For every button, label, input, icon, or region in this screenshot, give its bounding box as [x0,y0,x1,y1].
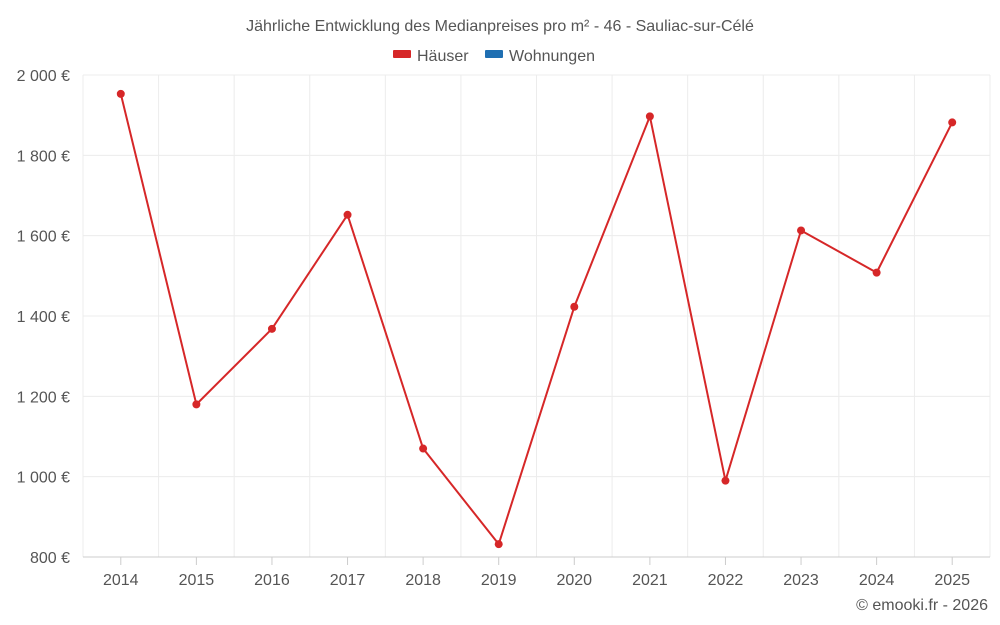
y-tick-label: 1 000 € [17,470,70,487]
legend: Häuser Wohnungen [393,48,595,65]
chart-title: Jährliche Entwicklung des Medianpreises … [246,18,754,35]
legend-label-wohnungen: Wohnungen [509,48,595,65]
series [116,89,957,549]
data-point[interactable] [343,210,352,219]
axes: 800 € 1 000 € 1 200 € 1 400 € 1 600 € 1 800 €… [17,68,990,589]
data-point[interactable] [721,476,730,485]
legend-swatch-wohnungen [485,50,503,58]
legend-item-haeuser[interactable]: Häuser [393,48,469,65]
legend-label-haeuser: Häuser [417,48,469,65]
series-line-0 [119,93,954,546]
data-point[interactable] [494,540,503,549]
y-tick-label: 1 800 € [17,148,70,165]
x-tick-label: 2025 [934,572,970,589]
data-point[interactable] [797,226,806,235]
y-tick-label: 1 600 € [17,229,70,246]
legend-item-wohnungen[interactable]: Wohnungen [485,48,595,65]
x-tick-label: 2024 [859,572,895,589]
data-point[interactable] [419,444,428,453]
data-point[interactable] [645,112,654,121]
data-point[interactable] [570,302,579,311]
x-tick-label: 2016 [254,572,290,589]
data-point[interactable] [192,400,201,409]
x-tick-label: 2021 [632,572,668,589]
x-tick-label: 2020 [556,572,592,589]
grid [82,74,991,557]
y-tick-label: 1 400 € [17,309,70,326]
x-tick-label: 2018 [405,572,441,589]
y-tick-label: 800 € [30,550,70,567]
data-point[interactable] [872,268,881,277]
data-point[interactable] [116,89,125,98]
credit-text: © emooki.fr - 2026 [856,597,988,614]
x-tick-label: 2017 [330,572,366,589]
data-point[interactable] [267,324,276,333]
x-tick-label: 2023 [783,572,819,589]
x-tick-label: 2014 [103,572,139,589]
y-tick-label: 2 000 € [17,68,70,85]
x-tick-label: 2022 [708,572,744,589]
x-tick-label: 2019 [481,572,517,589]
data-point[interactable] [948,118,957,127]
y-tick-label: 1 200 € [17,389,70,406]
legend-swatch-haeuser [393,50,411,58]
x-tick-label: 2015 [179,572,215,589]
